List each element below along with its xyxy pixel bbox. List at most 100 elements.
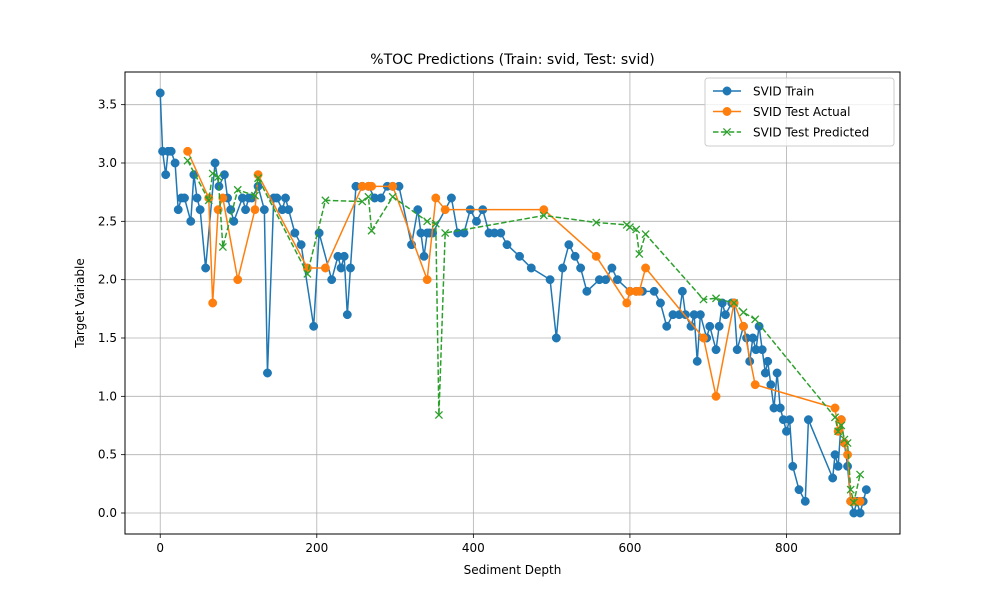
data-point-svid-test-actual [738,321,748,331]
data-point-svid-test-actual [539,205,549,215]
data-point-svid-test-predicted [856,470,865,479]
data-point-svid-test-predicted [699,295,708,304]
data-point-svid-train [419,251,429,261]
y-axis-label: Target Variable [73,258,87,349]
data-point-svid-train [161,170,171,180]
x-tick-label: 200 [305,541,328,555]
x-tick-label: 0 [156,541,164,555]
data-point-svid-test-predicted [625,223,634,232]
data-point-svid-train [649,286,659,296]
y-tick-label: 1.0 [98,389,117,403]
data-point-svid-test-predicted [751,315,760,324]
data-point-svid-train [192,193,202,203]
data-point-svid-train [259,205,269,215]
series-layer [155,88,871,518]
data-point-svid-train [828,473,838,483]
data-point-svid-train [180,193,189,203]
data-point-svid-test-actual [431,193,441,203]
data-point-svid-train [195,205,205,215]
data-point-svid-test-predicted [843,438,852,448]
legend-item-svid-train: SVID Train [713,85,814,99]
data-point-svid-test-predicted [641,230,650,239]
data-point-svid-train [336,263,346,273]
legend-marker [722,107,732,116]
data-point-svid-train [656,298,665,308]
data-point-svid-train [582,286,592,296]
data-point-svid-test-actual [422,275,432,285]
data-point-svid-train [772,368,782,378]
data-point-svid-train [714,321,724,331]
data-point-svid-train [775,403,785,413]
data-point-svid-train [219,170,229,180]
data-point-svid-train [376,193,386,203]
data-point-svid-test-predicted [233,185,242,194]
data-point-svid-test-actual [183,146,193,156]
data-point-svid-train [166,146,176,156]
legend-marker [722,127,732,137]
data-point-svid-test-predicted [539,211,548,220]
legend-label: SVID Train [753,85,814,99]
data-point-svid-train [155,88,165,98]
x-tick-label: 800 [775,541,798,555]
data-point-svid-train [754,321,764,331]
data-point-svid-train [782,426,791,436]
data-point-svid-train [717,298,727,308]
data-point-svid-train [309,321,319,331]
y-tick-label: 2.0 [98,273,117,287]
data-point-svid-train [551,333,561,343]
data-point-svid-train [612,275,622,285]
data-point-svid-train [720,310,730,320]
data-point-svid-test-predicted [431,219,440,228]
data-point-svid-train [695,310,705,320]
data-point-svid-train [788,461,798,471]
data-point-svid-test-predicted [441,228,450,238]
data-point-svid-test-predicted [303,269,312,278]
data-point-svid-train [607,263,617,273]
data-point-svid-test-predicted [321,196,330,205]
data-point-svid-test-actual [388,181,398,191]
data-point-svid-train [545,275,555,285]
ticks: 0 200 400 600 800 0.0 0.5 1.0 1.5 2.0 2.5 3.0 3.5 [98,98,798,555]
data-point-svid-test-predicted [250,191,260,200]
data-point-svid-test-actual [855,496,865,506]
data-point-svid-test-actual [830,403,840,413]
data-point-svid-train [757,345,767,355]
data-point-svid-train [526,263,536,273]
legend-box [704,77,895,147]
legend-marker [722,86,732,96]
data-point-svid-test-actual [440,205,450,215]
data-point-svid-train [502,240,512,250]
data-point-svid-train [677,286,687,296]
y-tick-label: 3.0 [98,156,117,170]
data-point-svid-test-predicted [214,172,223,182]
data-point-svid-test-actual [591,251,601,261]
data-point-svid-test-predicted [388,192,397,201]
data-point-svid-train [830,450,840,460]
data-point-svid-train [794,485,804,495]
series-svid-test-predicted [183,156,865,507]
legend-item-svid-test-actual: SVID Test Actual [713,105,850,119]
data-point-svid-train [186,216,196,226]
data-point-svid-train [760,368,770,378]
data-point-svid-train [290,228,300,238]
data-point-svid-test-actual [750,380,760,390]
data-point-svid-train [855,508,865,518]
data-point-svid-test-actual [711,391,721,401]
data-point-svid-test-actual [250,205,260,215]
x-tick-label: 400 [462,541,485,555]
y-tick-label: 2.5 [98,214,117,228]
y-tick-label: 0.5 [98,448,117,462]
data-point-svid-test-actual [634,286,644,296]
y-tick-label: 0.0 [98,506,117,520]
data-point-svid-test-actual [641,263,651,273]
data-point-svid-train [570,251,580,261]
data-point-svid-train [662,321,672,331]
data-point-svid-test-predicted [849,498,858,507]
data-point-svid-test-predicted [434,410,443,420]
data-point-svid-test-actual [208,298,218,308]
data-point-svid-train [711,345,721,355]
data-point-svid-train [263,368,272,378]
data-point-svid-test-actual [367,181,377,191]
data-point-svid-test-predicted [635,249,644,259]
